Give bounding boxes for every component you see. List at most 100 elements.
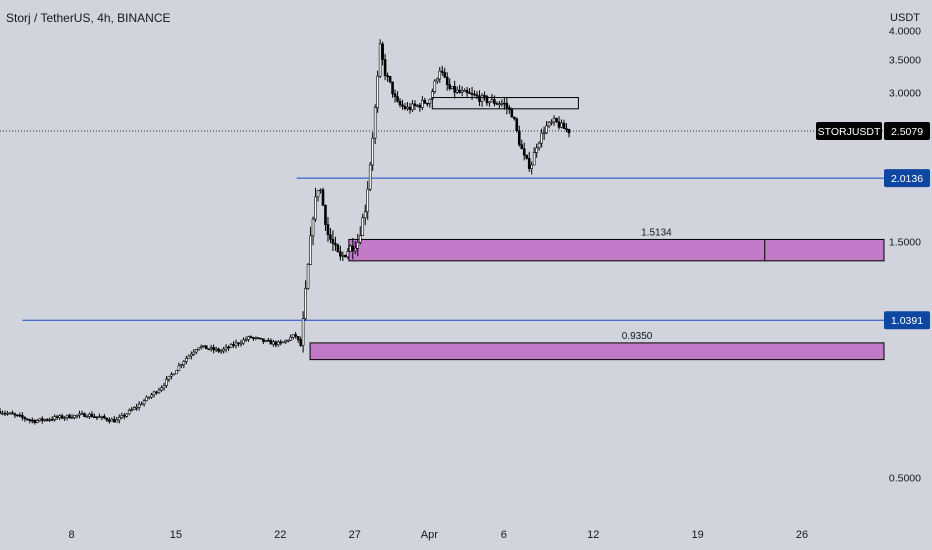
candle-body xyxy=(177,365,181,371)
candle xyxy=(142,398,146,407)
candle xyxy=(517,125,521,147)
candle xyxy=(329,228,332,244)
candle xyxy=(224,344,228,353)
candle xyxy=(11,410,14,415)
candle-body xyxy=(286,339,290,342)
candle xyxy=(356,233,360,257)
candle xyxy=(557,116,561,130)
candle xyxy=(8,412,12,415)
candle xyxy=(276,340,280,347)
candle-body xyxy=(483,94,486,97)
candle xyxy=(170,372,173,380)
candle xyxy=(289,334,292,342)
candle xyxy=(199,344,203,350)
candle xyxy=(63,416,66,421)
candle xyxy=(108,417,111,424)
candle xyxy=(40,416,44,424)
candle xyxy=(294,331,297,339)
candle-body xyxy=(545,125,548,134)
candle xyxy=(80,410,84,415)
candle-body xyxy=(552,117,556,123)
candle xyxy=(23,416,27,422)
candle-body xyxy=(403,105,407,109)
candle xyxy=(60,413,64,420)
candle xyxy=(252,336,255,341)
candle-body xyxy=(304,288,307,320)
candle-body xyxy=(488,101,491,104)
candle-body xyxy=(112,418,116,423)
candle-body xyxy=(0,411,2,414)
candle-body xyxy=(550,121,553,124)
price-axis[interactable]: 0.50001.50002.50003.00003.50004.00002.01… xyxy=(816,26,930,485)
candle-body xyxy=(172,373,176,376)
current-price-label-bg xyxy=(884,121,930,140)
time-axis[interactable]: 8 15 22 27 Apr 6 12 19 26 xyxy=(68,529,808,541)
candle xyxy=(45,418,49,422)
candle-body xyxy=(331,239,335,244)
candle xyxy=(311,216,315,246)
candle xyxy=(503,97,506,110)
candle-body xyxy=(326,224,330,235)
candle xyxy=(73,414,76,420)
candle-body xyxy=(416,104,419,107)
candle xyxy=(75,414,79,419)
candle-body xyxy=(187,355,191,359)
candle xyxy=(26,418,29,421)
candle xyxy=(341,251,345,262)
candle xyxy=(177,362,181,372)
candle-body xyxy=(540,132,543,144)
zones-layer: 1.5134 0.9350 xyxy=(309,227,885,361)
chart-title: Storj / TetherUS, 4h, BINANCE xyxy=(6,11,171,25)
y-tick-label: 1.5000 xyxy=(889,236,921,248)
candle xyxy=(334,236,337,251)
candle-body xyxy=(376,75,379,108)
candle xyxy=(100,415,104,421)
candle-body xyxy=(26,418,29,421)
candle-body xyxy=(520,144,524,150)
candle-body xyxy=(155,391,158,394)
candle-body xyxy=(214,348,218,351)
candle-body xyxy=(460,90,464,93)
candle-body xyxy=(18,414,22,417)
candle-body xyxy=(361,217,365,236)
candle xyxy=(291,334,295,340)
candle-body xyxy=(495,103,499,105)
candle-body xyxy=(93,416,96,419)
candle-body xyxy=(281,341,285,344)
candle-body xyxy=(537,142,541,149)
candle-body xyxy=(237,342,240,345)
axis-unit-label: USDT xyxy=(890,12,920,24)
candle xyxy=(547,121,551,129)
candle-body xyxy=(478,95,481,102)
candle xyxy=(542,126,546,141)
candle xyxy=(30,417,34,424)
candle xyxy=(483,91,486,101)
candle-body xyxy=(525,154,529,159)
candle xyxy=(269,338,273,345)
candle xyxy=(222,346,225,354)
candle-body xyxy=(175,370,178,375)
candle xyxy=(455,86,459,95)
candle-body xyxy=(510,109,514,118)
candle-body xyxy=(267,340,270,342)
candle-body xyxy=(132,407,136,410)
candle-body xyxy=(239,342,243,345)
candle xyxy=(540,128,543,148)
candle xyxy=(373,104,377,145)
candle xyxy=(513,116,516,121)
level-price-label-bg xyxy=(884,311,930,330)
candle xyxy=(378,39,382,79)
candle xyxy=(450,86,454,90)
candle xyxy=(353,241,357,254)
candle-body xyxy=(78,413,81,416)
candle xyxy=(532,147,536,166)
candle-body xyxy=(217,348,220,352)
candle-body xyxy=(202,345,206,347)
candle xyxy=(296,335,300,343)
candle xyxy=(505,97,509,115)
candle xyxy=(550,119,553,126)
candle-body xyxy=(8,412,12,415)
candle xyxy=(358,226,362,245)
candle-body xyxy=(43,419,47,421)
